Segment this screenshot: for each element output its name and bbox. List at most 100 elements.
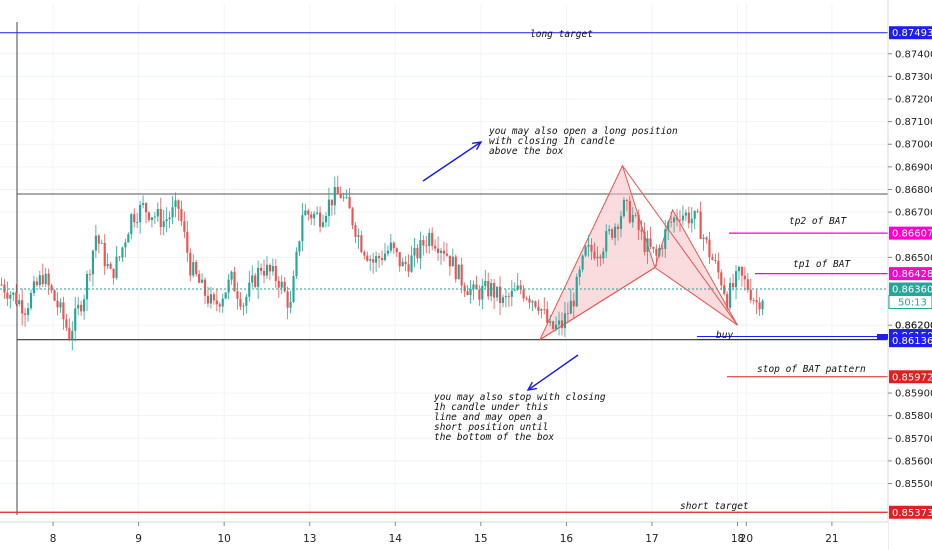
candle-body xyxy=(655,248,658,256)
candle-body xyxy=(693,210,696,219)
candle-body xyxy=(227,279,230,293)
candle-body xyxy=(206,295,210,304)
candle-body xyxy=(531,301,534,303)
candle-body xyxy=(342,197,345,199)
candle-body xyxy=(21,300,24,314)
short-arrow-shaft xyxy=(527,354,579,391)
candle-body xyxy=(38,275,41,286)
candle-body xyxy=(652,246,655,249)
candle-body xyxy=(112,268,115,278)
candle-body xyxy=(504,296,507,298)
candle-body xyxy=(413,247,416,256)
candle-body xyxy=(678,219,682,221)
current-tag-text: 0.86360 xyxy=(892,285,932,296)
candle-body xyxy=(218,304,221,307)
candle-body xyxy=(498,286,502,303)
candle-body xyxy=(507,296,510,297)
short-note-line: 1h candle under this xyxy=(434,402,548,413)
candle-body xyxy=(519,285,522,290)
candle-body xyxy=(313,213,316,219)
candle-body xyxy=(274,266,277,282)
candle-body xyxy=(103,242,106,267)
candle-body xyxy=(496,286,499,298)
candle-body xyxy=(614,226,617,238)
candle-body xyxy=(24,313,27,315)
candle-body xyxy=(71,330,74,340)
candle-body xyxy=(501,297,505,303)
candle-body xyxy=(720,272,723,286)
candle-body xyxy=(711,257,714,260)
candle-body xyxy=(100,242,103,244)
candle-body xyxy=(616,226,620,229)
candle-body xyxy=(50,285,53,291)
candle-body xyxy=(717,260,720,273)
annotation-arrows xyxy=(422,141,579,391)
candle-body xyxy=(578,269,581,277)
candle-body xyxy=(687,212,690,224)
candle-body xyxy=(136,222,139,223)
candle-body xyxy=(201,279,204,283)
candle-body xyxy=(537,306,540,311)
time-tick-label: 14 xyxy=(389,533,403,545)
candle-body xyxy=(109,264,112,269)
candle-body xyxy=(478,289,481,300)
candle-body xyxy=(398,252,401,267)
long-target-label: long target xyxy=(530,29,593,40)
tp2-label: tp2 of BAT xyxy=(789,216,847,227)
candle-body xyxy=(401,261,404,267)
countdown-tag xyxy=(888,295,932,310)
candle-body xyxy=(360,235,363,253)
candle-body xyxy=(319,212,322,227)
candle-body xyxy=(587,244,590,247)
candle-body xyxy=(203,279,207,296)
candle-body xyxy=(142,203,145,205)
candle-body xyxy=(372,259,375,263)
candle-body xyxy=(348,196,351,209)
candle-body xyxy=(572,300,575,307)
candle-body xyxy=(454,256,457,280)
candle-body xyxy=(546,309,549,323)
candle-body xyxy=(307,210,310,215)
candle-body xyxy=(749,289,752,301)
candle-body xyxy=(124,242,127,248)
candle-body xyxy=(257,267,260,287)
candle-body xyxy=(265,265,269,276)
long-note-line: above the box xyxy=(489,146,564,157)
candle-body xyxy=(150,217,153,220)
time-tick-label: 9 xyxy=(135,533,142,545)
candle-body xyxy=(186,231,189,253)
candle-body xyxy=(366,255,369,261)
candle-body xyxy=(696,210,699,212)
candle-body xyxy=(605,231,608,252)
candle-body xyxy=(35,281,38,286)
candle-body xyxy=(445,253,448,256)
tp2-tag-text: 0.86607 xyxy=(892,229,932,240)
candle-body xyxy=(673,217,676,223)
candle-body xyxy=(333,186,336,206)
candle-body xyxy=(336,186,339,195)
candle-body xyxy=(94,235,97,251)
candle-body xyxy=(410,255,413,272)
candle-body xyxy=(80,304,83,312)
candle-body xyxy=(540,309,543,311)
tp2-tag xyxy=(889,226,932,240)
candle-body xyxy=(386,250,389,254)
box-bottom-tag xyxy=(889,334,932,348)
candle-body xyxy=(233,271,236,292)
candle-body xyxy=(619,216,623,229)
candle-body xyxy=(416,247,419,259)
candle-body xyxy=(590,244,593,252)
candle-body xyxy=(215,300,218,305)
candle-body xyxy=(230,271,233,280)
long-target-tag xyxy=(889,26,932,40)
short-target-tag-text: 0.85373 xyxy=(892,508,932,519)
candle-body xyxy=(755,300,758,303)
candle-body xyxy=(608,229,611,232)
